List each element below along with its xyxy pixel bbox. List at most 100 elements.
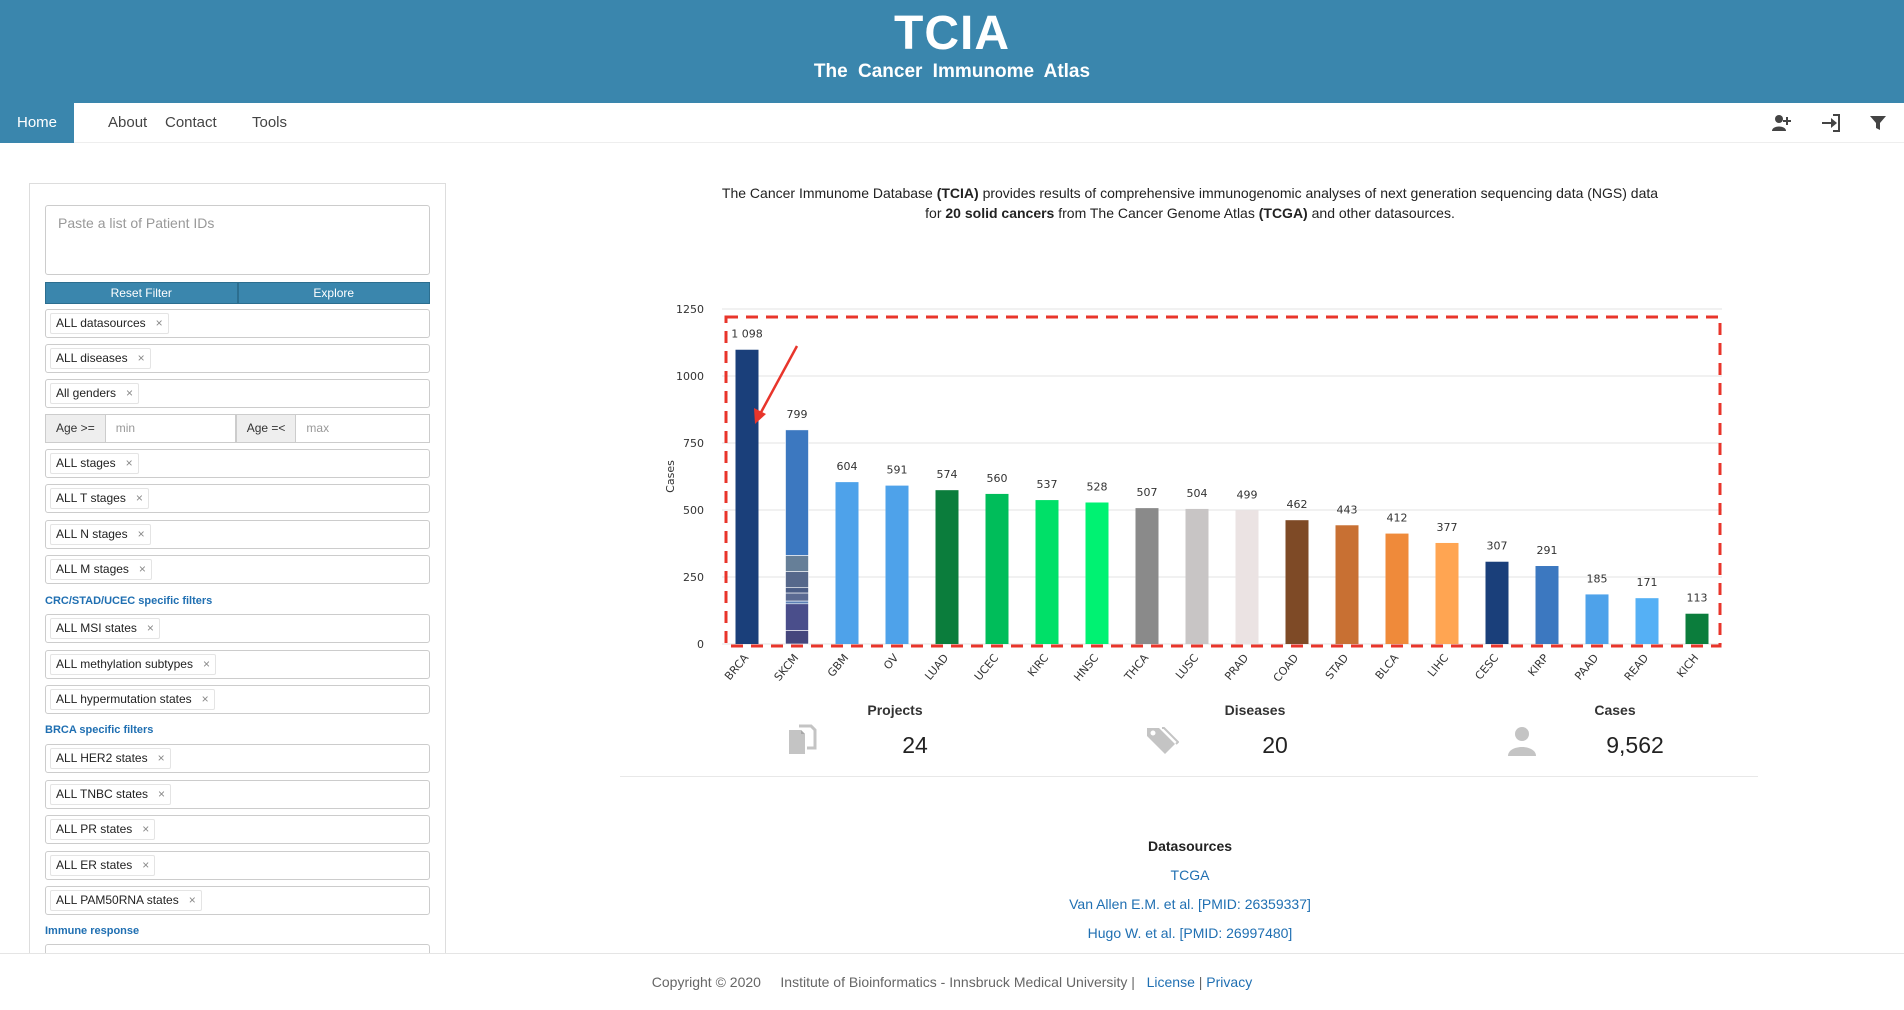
msi-filter[interactable]: ALL MSI states × [45,614,430,643]
datasource-link-tcga[interactable]: TCGA [1170,867,1210,883]
y-tick-label: 0 [697,638,704,651]
y-tick-label: 750 [683,437,704,450]
intro-text: The Cancer Immunome Database (TCIA) prov… [721,185,1659,221]
diseases-label: Diseases [1224,702,1286,718]
immune-response-filter[interactable] [45,944,430,955]
add-user-icon[interactable] [1770,112,1792,134]
remove-icon[interactable]: × [188,893,196,907]
age-max-input[interactable]: max [296,414,430,443]
nav-about[interactable]: About [108,114,148,131]
remove-icon[interactable]: × [142,822,150,836]
site-title: TCIA [894,7,1010,60]
t-stage-filter[interactable]: ALL T stages × [45,484,430,513]
filter-icon[interactable] [1867,112,1889,134]
bar [935,490,959,644]
pr-filter[interactable]: ALL PR states × [45,815,430,844]
remove-icon[interactable]: × [201,692,209,706]
bar-segment [785,429,809,556]
y-tick-label: 1250 [676,303,704,316]
remove-icon[interactable]: × [137,527,145,541]
section-divider [620,776,1758,777]
nav-home[interactable]: Home [0,103,74,143]
explore-button[interactable]: Explore [237,282,430,304]
y-tick-label: 1000 [676,370,704,383]
remove-icon[interactable]: × [142,858,150,872]
remove-icon[interactable]: × [137,351,145,365]
brca-section-label: BRCA specific filters [45,724,154,736]
patient-ids-input[interactable] [45,205,430,275]
nav-contact[interactable]: Contact [165,114,217,131]
nav-tools[interactable]: Tools [252,114,288,131]
bar [1135,508,1159,644]
filter-tag: ALL ER states × [50,855,156,876]
institute-text: Institute of Bioinformatics - Innsbruck … [780,974,1135,990]
datasource-filter[interactable]: ALL datasources × [45,309,430,338]
remove-icon[interactable]: × [126,386,134,400]
remove-icon[interactable]: × [157,751,165,765]
methylation-filter[interactable]: ALL methylation subtypes × [45,650,430,679]
x-tick-label: LUSC [1173,651,1201,681]
remove-icon[interactable]: × [125,456,133,470]
x-tick-label: STAD [1323,652,1351,682]
documents-icon [789,724,817,754]
m-stage-filter[interactable]: ALL M stages × [45,555,430,584]
cases-label: Cases [1594,702,1636,718]
bar-segment [785,592,809,602]
age-min-input[interactable]: min [105,414,236,443]
remove-icon[interactable]: × [202,657,210,671]
datasource-link-hugo[interactable]: Hugo W. et al. [PMID: 26997480] [1087,925,1293,941]
cases-value: 9,562 [1606,732,1664,758]
site-subtitle: The Cancer Immunome Atlas [813,61,1091,82]
bar-segment [785,600,809,605]
filter-tag: ALL stages × [50,453,139,474]
datasource-link-van-allen[interactable]: Van Allen E.M. et al. [PMID: 26359337] [1069,896,1311,912]
bar [1685,613,1709,644]
x-tick-label: OV [881,651,902,672]
footer-separator: | [1198,974,1203,990]
data-label: 799 [787,408,808,421]
remove-icon[interactable]: × [138,562,146,576]
pam50rna-filter[interactable]: ALL PAM50RNA states × [45,886,430,915]
her2-filter[interactable]: ALL HER2 states × [45,744,430,773]
user-icon [1508,727,1536,756]
bar [735,349,759,644]
bar [835,482,859,644]
stage-filter[interactable]: ALL stages × [45,449,430,478]
diseases-stat: Diseases 20 [1125,702,1385,762]
crc-section-label: CRC/STAD/UCEC specific filters [45,595,213,607]
x-tick-label: GBM [825,652,851,680]
remove-icon[interactable]: × [146,621,154,635]
gender-filter[interactable]: All genders × [45,379,430,408]
x-tick-label: BRCA [722,651,751,683]
reset-filter-button[interactable]: Reset Filter [45,282,238,304]
tags-icon [1147,727,1179,754]
er-filter[interactable]: ALL ER states × [45,851,430,880]
remove-icon[interactable]: × [158,787,166,801]
hypermutation-filter[interactable]: ALL hypermutation states × [45,685,430,714]
filter-tag: ALL datasources × [50,313,169,334]
remove-icon[interactable]: × [155,316,163,330]
disease-filter[interactable]: ALL diseases × [45,344,430,373]
data-label: 560 [987,472,1008,485]
n-stage-filter[interactable]: ALL N stages × [45,520,430,549]
tnbc-filter[interactable]: ALL TNBC states × [45,780,430,809]
projects-label: Projects [867,702,923,718]
filter-tag: ALL MSI states × [50,618,160,639]
filter-tag: ALL T stages × [50,488,149,509]
remove-icon[interactable]: × [135,491,143,505]
projects-value: 24 [902,732,928,758]
x-tick-label: UCEC [972,651,1002,683]
data-label: 528 [1087,480,1108,493]
filter-tag: ALL TNBC states × [50,784,172,805]
sign-in-icon[interactable] [1820,112,1842,134]
privacy-link[interactable]: Privacy [1206,974,1253,990]
x-tick-label: LUAD [922,652,951,683]
bar-segment [785,603,809,631]
bar [1185,508,1209,644]
diseases-value: 20 [1262,732,1288,758]
data-label: 171 [1637,576,1658,589]
filter-tag: ALL N stages × [50,524,151,545]
age-max-label: Age =< [235,414,297,443]
license-link[interactable]: License [1146,974,1195,990]
data-label: 591 [887,464,908,477]
